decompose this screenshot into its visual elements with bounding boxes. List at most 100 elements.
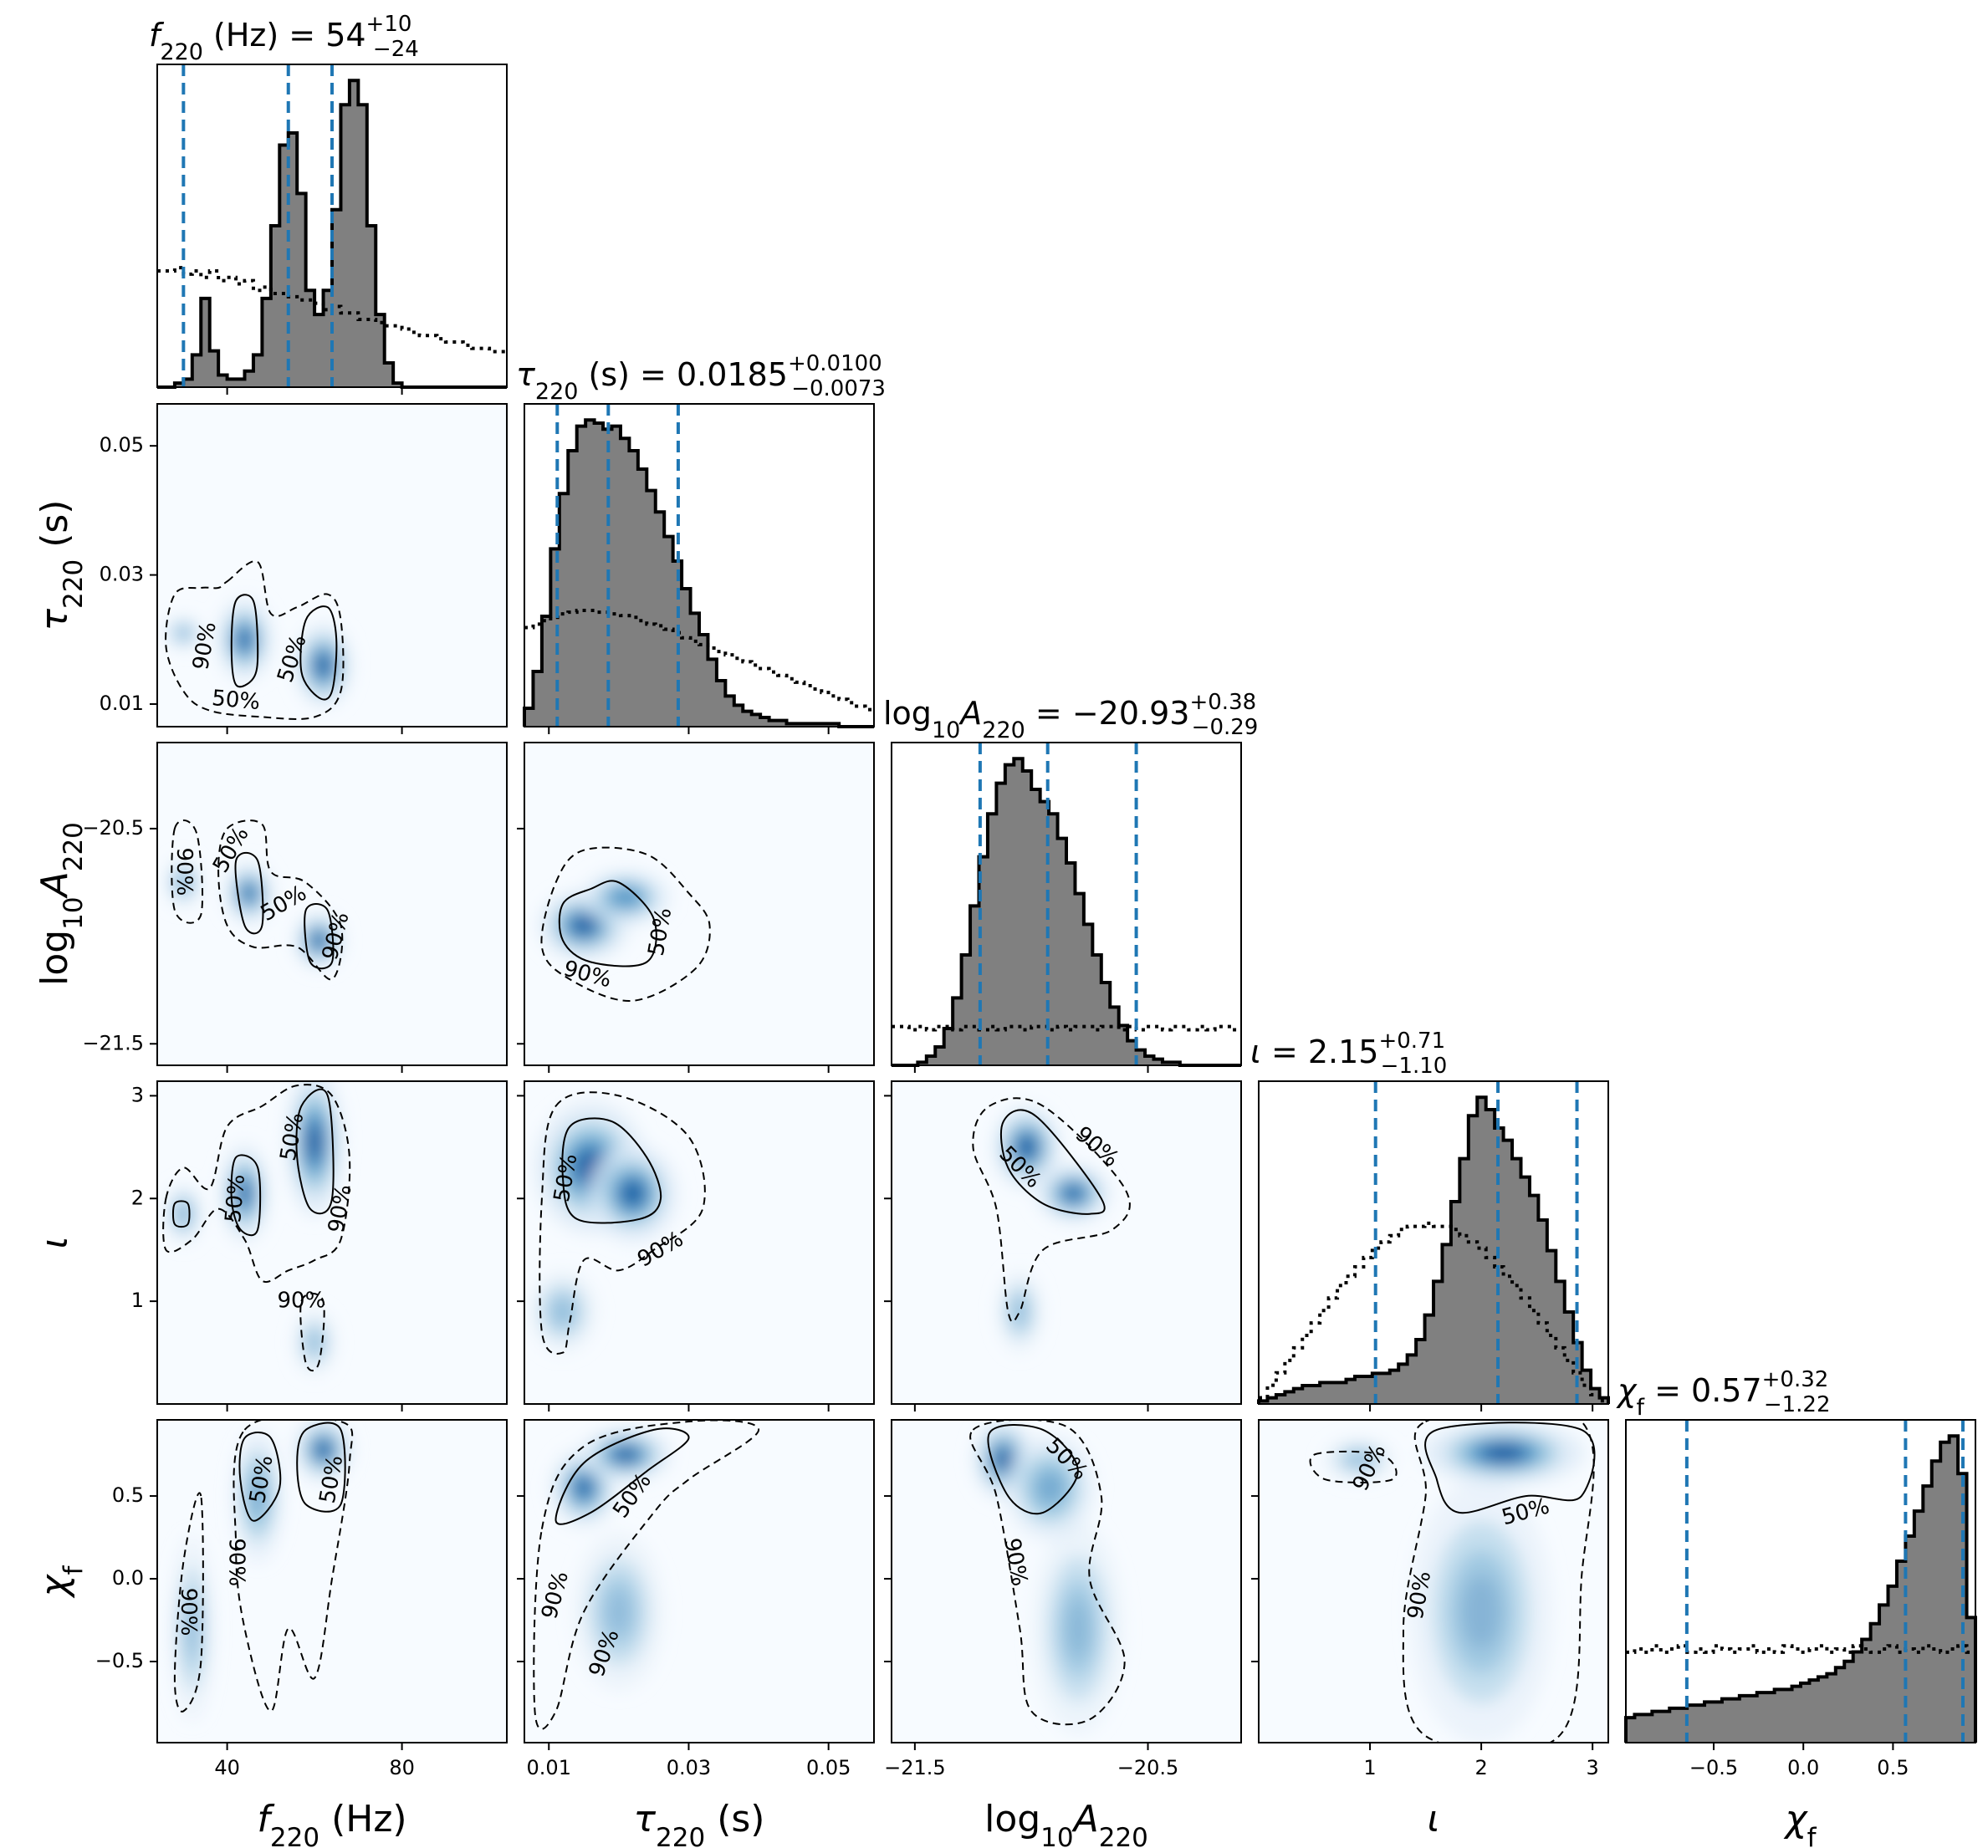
contour-50pct-2 [230, 594, 259, 688]
density-panel-chif-vs-tau220: 50%90%90% [524, 1419, 875, 1743]
y-tick-label-chif: 0.5 [112, 1483, 144, 1507]
density-background [892, 1081, 1241, 1404]
density-frame [891, 1080, 1242, 1405]
density-frame [156, 403, 508, 727]
density-frame [156, 1419, 508, 1743]
y-tick-label-logA220: −21.5 [82, 1031, 144, 1054]
prior-histogram [1259, 1221, 1608, 1403]
density-panel-chif-vs-iota: 90%50%90% [1258, 1419, 1609, 1743]
posterior-histogram-fill [524, 420, 874, 727]
density-blob-1-layer-4 [1480, 1443, 1526, 1463]
contour-90pct-1 [171, 819, 204, 924]
density-frame [524, 1080, 875, 1405]
y-tick-label-logA220: −20.5 [82, 816, 144, 840]
contour-50pct-3 [1424, 1422, 1596, 1514]
posterior-histogram-fill [1626, 1436, 1975, 1743]
x-tick-label-chif: 0.5 [1877, 1756, 1909, 1779]
density-blobs [171, 1420, 351, 1722]
density-blob-3-layer-4 [553, 1299, 573, 1324]
y-tick-label-chif: 0.0 [112, 1566, 144, 1590]
hist-frame [1625, 1419, 1976, 1743]
density-blob-1-layer-4 [178, 628, 189, 638]
x-tick-label-chif: −0.5 [1689, 1756, 1738, 1779]
density-blobs [993, 1105, 1111, 1353]
density-frame [524, 1419, 875, 1743]
hist-panel-chif [1624, 1419, 1977, 1743]
density-panel-tau220-vs-f220: 90% 50%50% [156, 403, 508, 727]
density-blob-2-layer-4 [1062, 1185, 1084, 1202]
contour-label-1: 90% [171, 848, 197, 896]
contour-90pct-2 [217, 819, 344, 981]
contour-label-3: 50% [211, 686, 261, 715]
contour-50pct-4 [304, 902, 335, 970]
contour-50pct-3 [299, 605, 338, 701]
contour-90pct-1 [1309, 1450, 1398, 1483]
contour-90pct-1 [173, 1492, 204, 1713]
x-axis-label-tau220: τ220 (s) [634, 1798, 765, 1848]
density-panel-iota-vs-tau220: 50%90% [524, 1080, 875, 1405]
x-tick-label-f220: 80 [389, 1756, 415, 1779]
density-blob-4-layer-4 [309, 1333, 321, 1352]
y-axis-label-iota: ι [33, 1237, 76, 1249]
y-tick-label-iota: 3 [131, 1083, 144, 1106]
density-blobs [1323, 1421, 1584, 1743]
contour-90pct-2 [299, 1292, 325, 1372]
contour-90pct-1 [539, 1091, 706, 1355]
density-background [157, 743, 507, 1065]
density-panel-logA220-vs-tau220: 50%90% [524, 742, 875, 1066]
density-blob-3-layer-4 [315, 653, 331, 677]
x-axis-label-f220: f220 (Hz) [257, 1798, 406, 1848]
prior-histogram [157, 266, 507, 354]
density-blob-1-layer-4 [315, 1440, 331, 1459]
hist-panel-iota [1257, 1080, 1610, 1405]
density-frame [1258, 1419, 1609, 1743]
labels-layer: f220 (Hz) = 54+10 −24 τ220 (s) = 0.0185+0.… [33, 12, 1909, 1848]
y-axis-label-tau220: τ220 (s) [33, 500, 89, 631]
x-tick-label-tau220: 0.03 [667, 1756, 711, 1779]
y-tick-label-tau220: 0.03 [100, 563, 144, 586]
hist-panel-tau220 [523, 403, 875, 728]
contour-90pct-2 [1402, 1420, 1595, 1743]
x-tick-label-tau220: 0.01 [527, 1756, 571, 1779]
posterior-histogram-outline [892, 757, 1241, 1067]
x-tick-label-iota: 3 [1587, 1756, 1599, 1779]
density-blob-3-layer-4 [1065, 1598, 1091, 1659]
contour-50pct-4 [296, 1422, 346, 1513]
contour-90pct-1 [969, 1420, 1126, 1726]
hist-panel-f220 [156, 64, 508, 389]
density-blob-1-layer-4 [574, 1476, 594, 1499]
density-panel-logA220-vs-f220: 90% 50%50%90% [156, 742, 508, 1066]
density-blob-1-layer-4 [994, 1448, 1012, 1471]
contour-50pct-2 [999, 1109, 1106, 1215]
density-blob-3-layer-4 [306, 1121, 323, 1163]
density-blob-1-layer-4 [178, 1205, 189, 1223]
title-iota: ι = 2.15+0.71 −1.10 [1250, 1029, 1447, 1079]
contour-50pct-2 [558, 880, 657, 967]
density-blob-2-layer-4 [620, 1179, 646, 1207]
x-tick-label-logA220: −21.5 [884, 1756, 946, 1779]
contour-90pct-1 [162, 1084, 351, 1283]
contour-label-4: 90% [278, 1289, 326, 1314]
contour-50pct-2 [554, 1427, 690, 1525]
density-blob-3-layer-4 [1348, 1453, 1369, 1466]
contour-90pct-1 [540, 846, 711, 1002]
density-blob-2-layer-4 [613, 890, 639, 906]
density-frame [891, 1419, 1242, 1743]
title-logA220: log10A220 = −20.93+0.38 −0.29 [883, 690, 1258, 743]
density-blob-1-layer-4 [571, 916, 597, 936]
y-tick-label-chif: −0.5 [95, 1649, 144, 1672]
x-axis-label-iota: ι [1428, 1798, 1440, 1840]
density-frame [524, 742, 875, 1066]
x-tick-label-iota: 2 [1474, 1756, 1487, 1779]
density-blob-1-layer-4 [1017, 1136, 1036, 1159]
y-tick-label-tau220: 0.05 [100, 433, 144, 457]
density-blob-2-layer-4 [613, 1447, 639, 1463]
density-blobs [549, 1427, 671, 1692]
panels-layer: 90% 50%50%90% 50%50%90%50%50% 90%90%50% 50%9… [150, 64, 1977, 1750]
contour-50pct-4 [230, 1154, 262, 1237]
density-blob-3-layer-4 [186, 1602, 198, 1655]
density-frame [156, 742, 508, 1066]
density-panel-chif-vs-f220: 50% 50%90%90% [156, 1419, 508, 1743]
contour-90pct-1 [165, 560, 345, 721]
y-axis-label-logA220: log10A220 [33, 822, 89, 986]
